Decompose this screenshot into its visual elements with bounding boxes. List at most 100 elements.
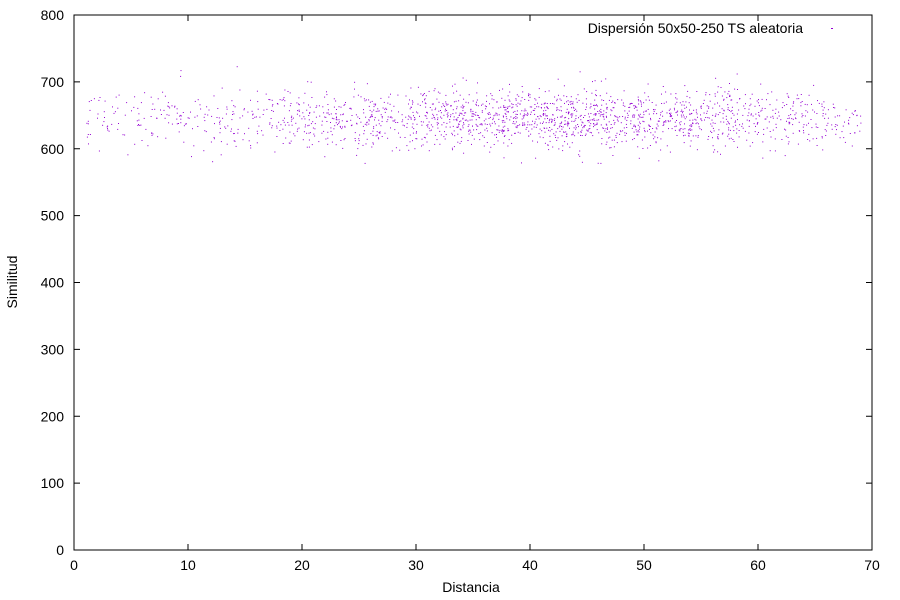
data-point (670, 112, 672, 114)
data-point (665, 101, 667, 103)
data-point (326, 112, 328, 114)
data-point (556, 107, 558, 108)
data-point (381, 117, 383, 119)
data-point (505, 116, 507, 118)
data-point (546, 115, 548, 117)
data-point (602, 114, 604, 116)
data-point (756, 100, 758, 102)
data-point (269, 122, 271, 124)
data-point (514, 110, 516, 112)
data-point (712, 122, 714, 124)
data-point (721, 95, 723, 97)
data-point (428, 121, 430, 123)
data-point (516, 94, 518, 96)
data-point (552, 114, 554, 115)
data-point (290, 140, 292, 142)
data-point (568, 111, 570, 113)
data-point (465, 119, 467, 121)
data-point (800, 102, 802, 104)
data-point (816, 113, 818, 114)
data-point (762, 157, 764, 159)
data-point (606, 106, 608, 108)
data-point (709, 100, 711, 102)
data-point (641, 116, 643, 118)
data-point (593, 126, 594, 128)
data-point (852, 114, 854, 116)
data-point (728, 110, 730, 111)
data-point (387, 137, 389, 139)
data-point (443, 122, 445, 124)
data-point (822, 115, 824, 117)
data-point (792, 105, 794, 107)
data-point (544, 91, 546, 93)
data-point (373, 103, 375, 105)
data-point (624, 105, 626, 107)
data-point (637, 99, 639, 101)
data-point (523, 117, 525, 119)
data-point (575, 127, 577, 129)
data-point (727, 109, 729, 111)
data-point (670, 115, 672, 116)
data-point (465, 112, 467, 114)
data-point (849, 133, 851, 134)
data-point (527, 113, 529, 115)
data-point (516, 114, 518, 115)
data-point (538, 96, 540, 98)
data-point (668, 121, 670, 123)
data-point (478, 133, 480, 134)
data-point (279, 130, 281, 131)
data-point (191, 156, 192, 158)
data-point (210, 141, 212, 143)
data-point (570, 96, 572, 98)
data-point (554, 118, 556, 120)
data-point (682, 128, 684, 130)
data-point (333, 106, 335, 108)
data-point (323, 112, 325, 114)
data-point (133, 106, 135, 108)
data-point (461, 137, 463, 139)
data-point (516, 110, 518, 112)
data-point (573, 110, 575, 111)
data-point (624, 118, 626, 120)
data-point (585, 106, 587, 108)
data-point (276, 125, 278, 127)
data-point (127, 154, 129, 156)
data-point (591, 92, 593, 94)
data-point (467, 140, 469, 141)
data-point (459, 94, 461, 96)
data-point (503, 120, 505, 122)
data-point (414, 117, 416, 118)
data-point (409, 141, 411, 143)
data-point (610, 124, 612, 125)
data-point (834, 107, 836, 109)
data-point (595, 105, 597, 106)
data-point (86, 136, 88, 138)
data-point (734, 121, 736, 123)
data-point (585, 133, 587, 135)
data-point (558, 148, 560, 150)
x-tick-label: 60 (750, 557, 766, 573)
data-point (563, 85, 565, 87)
data-point (662, 131, 664, 133)
data-point (688, 135, 690, 137)
data-point (512, 106, 514, 108)
data-point (354, 138, 356, 139)
data-point (658, 160, 660, 162)
data-point (422, 101, 423, 103)
data-point (471, 119, 473, 121)
data-point (345, 102, 346, 103)
data-point (706, 105, 708, 107)
data-point (470, 109, 472, 111)
data-point (821, 137, 823, 139)
data-point (334, 125, 336, 127)
data-point (445, 108, 446, 110)
data-point (502, 126, 504, 128)
data-point (462, 107, 464, 109)
data-point (682, 131, 684, 133)
data-point (616, 119, 618, 121)
data-point (552, 146, 554, 148)
data-point (717, 114, 719, 116)
data-point (491, 122, 493, 124)
data-point (308, 104, 309, 106)
data-point (667, 120, 669, 122)
